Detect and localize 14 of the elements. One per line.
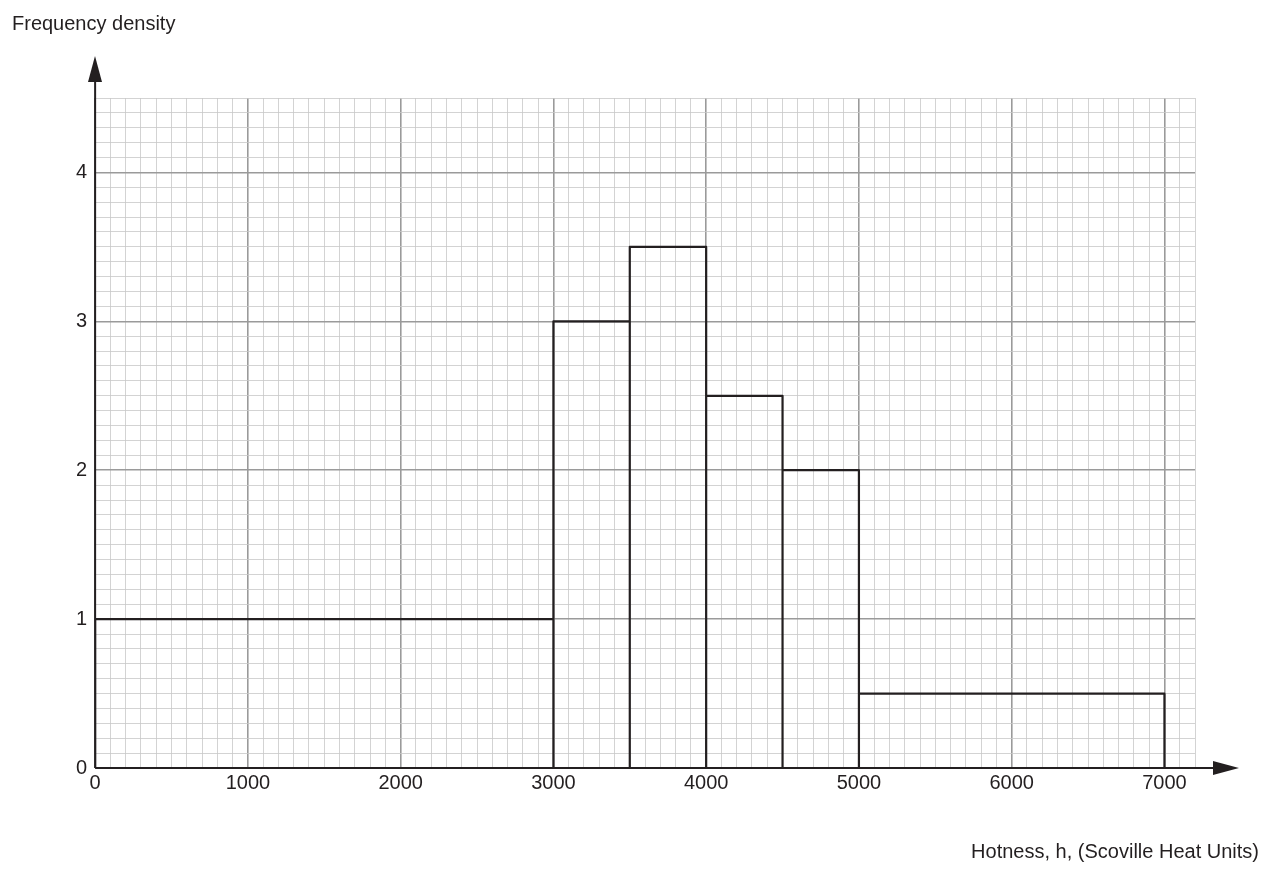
- x-tick-label: 1000: [225, 770, 271, 793]
- x-axis-title: Hotness, h, (Scoville Heat Units): [971, 839, 1259, 862]
- y-tick-label: 2: [76, 457, 88, 480]
- y-tick-label: 4: [76, 159, 88, 182]
- x-tick-label: 5000: [836, 770, 882, 793]
- x-tick-label: 7000: [1142, 770, 1187, 793]
- y-axis-title: Frequency density: [12, 11, 176, 34]
- x-tick-label: 4000: [683, 770, 729, 793]
- x-tick-label: 6000: [989, 770, 1034, 793]
- x-tick-label: 2000: [378, 770, 423, 793]
- y-tick-label: 0: [76, 755, 88, 778]
- y-tick-label: 1: [76, 606, 88, 629]
- x-tick-label: 3000: [531, 770, 576, 793]
- y-tick-label: 3: [76, 308, 88, 331]
